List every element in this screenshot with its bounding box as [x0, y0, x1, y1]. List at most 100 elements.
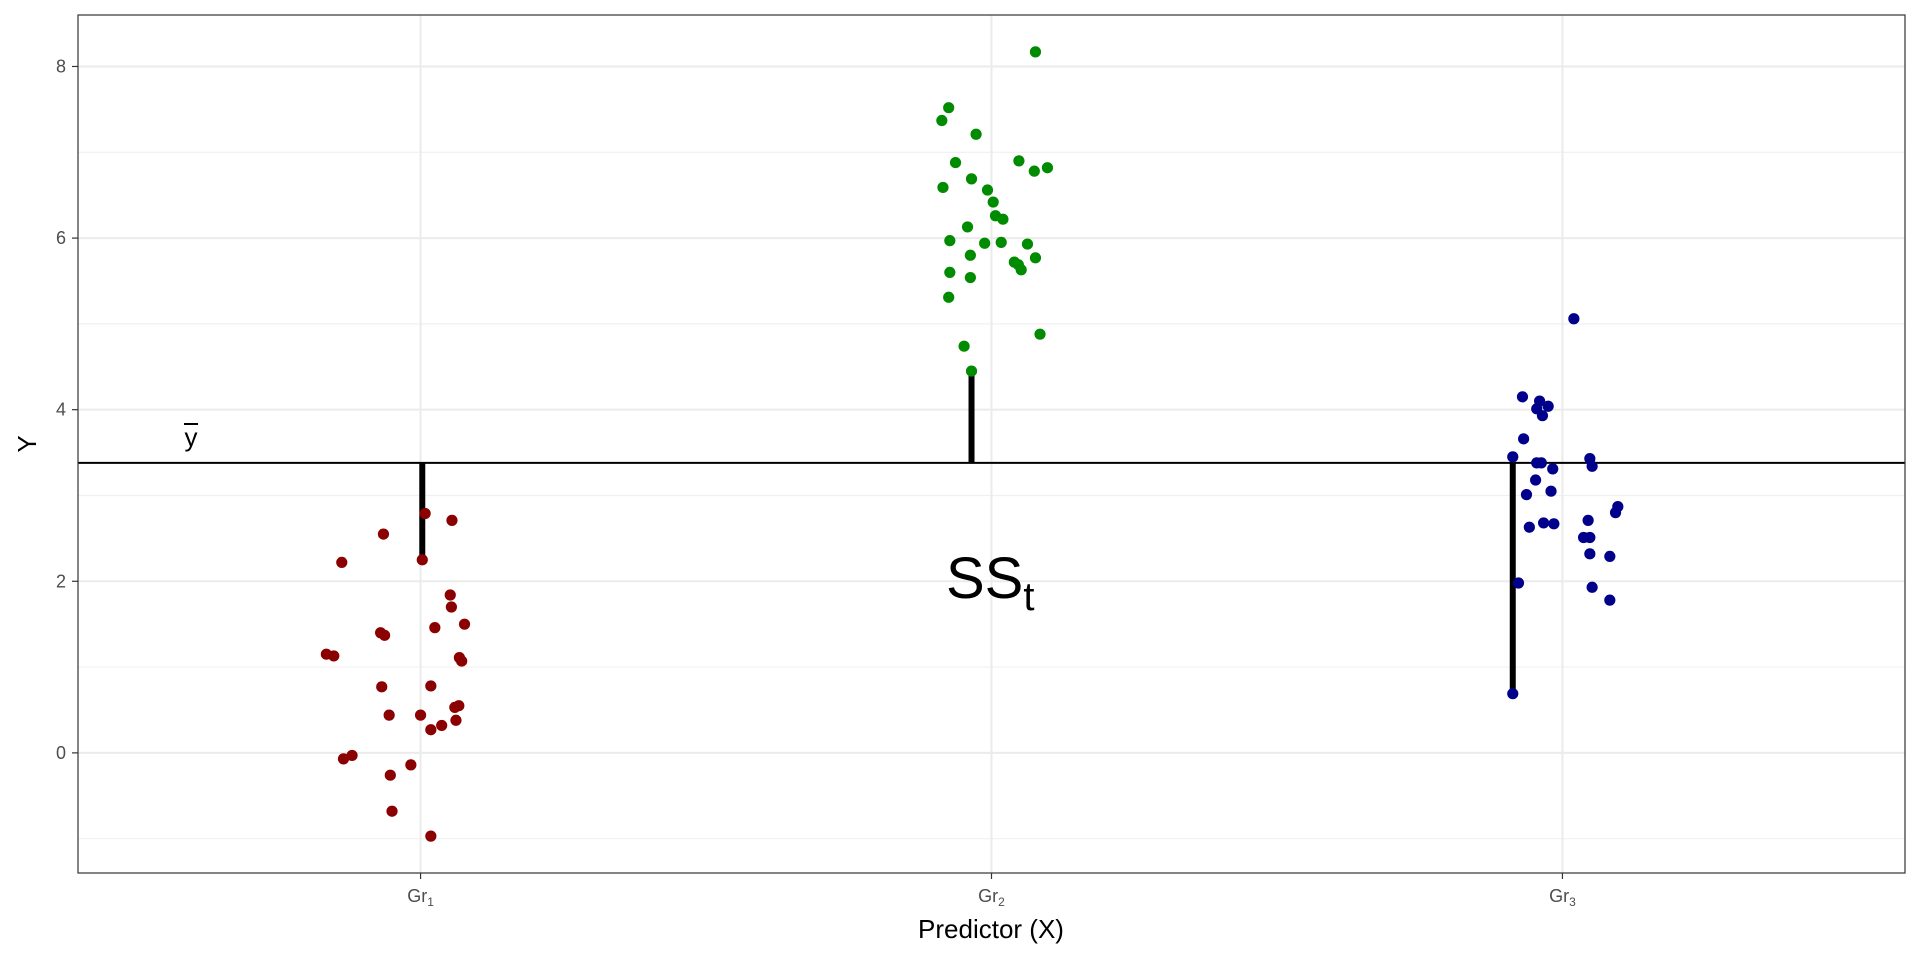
data-point	[958, 340, 970, 352]
data-point	[1034, 328, 1046, 340]
data-point	[383, 709, 395, 721]
data-point	[1516, 391, 1529, 403]
data-point	[1545, 485, 1557, 497]
data-point	[1582, 514, 1594, 526]
data-point	[449, 701, 461, 714]
data-point	[1536, 410, 1549, 422]
data-point	[419, 507, 431, 520]
data-point	[937, 181, 949, 194]
x-tick-label: Gr3	[1549, 886, 1576, 909]
data-point	[1604, 594, 1616, 606]
data-point	[336, 556, 348, 569]
y-tick-label: 8	[56, 56, 66, 76]
x-tick-label-sub: 2	[998, 895, 1005, 909]
data-point	[1586, 581, 1598, 593]
data-point	[949, 156, 962, 169]
data-point	[936, 114, 948, 127]
sst-annotation-sub: t	[1023, 575, 1034, 619]
data-point	[1507, 451, 1519, 463]
data-point	[1568, 313, 1580, 325]
data-point	[328, 650, 340, 662]
data-point	[425, 830, 437, 842]
data-point	[458, 618, 471, 630]
data-point	[384, 769, 396, 781]
data-point	[1604, 550, 1616, 562]
x-axis-title: Predictor (X)	[918, 914, 1064, 944]
data-point	[1028, 165, 1040, 177]
data-point	[446, 514, 458, 526]
series-group-3	[1507, 313, 1624, 700]
data-point	[425, 724, 437, 736]
data-point	[970, 128, 982, 140]
data-point	[405, 759, 417, 771]
data-point	[1015, 264, 1027, 276]
y-tick-label: 0	[56, 743, 66, 763]
data-point	[964, 271, 976, 284]
series-group-2	[936, 46, 1054, 377]
x-tick-label-main: Gr	[407, 886, 427, 906]
data-point	[1548, 518, 1560, 530]
data-point	[1537, 517, 1550, 529]
data-point	[429, 622, 441, 634]
x-tick-label-sub: 1	[427, 895, 434, 909]
data-point	[1013, 155, 1025, 167]
grid-major	[78, 15, 1905, 873]
data-point	[1584, 531, 1596, 544]
data-point	[965, 365, 978, 377]
data-points	[320, 46, 1624, 842]
data-point	[1021, 238, 1034, 250]
data-point	[1586, 460, 1598, 472]
data-point	[1520, 489, 1533, 501]
x-tick-label-main: Gr	[978, 886, 998, 906]
data-point	[964, 249, 976, 261]
mean-label: y	[185, 422, 198, 452]
x-tick-label: Gr1	[407, 886, 434, 909]
data-point	[425, 680, 437, 692]
data-point	[944, 235, 956, 247]
data-point	[1518, 433, 1530, 445]
data-point	[376, 681, 388, 693]
data-point	[386, 805, 398, 817]
data-point	[1535, 457, 1547, 469]
y-axis: 0 2 4 6 8	[56, 56, 78, 763]
data-point	[445, 601, 457, 613]
data-point	[961, 221, 974, 233]
data-point	[943, 291, 955, 303]
data-point	[346, 749, 358, 762]
data-point	[981, 184, 994, 196]
sst-annotation: SSt	[946, 546, 1035, 619]
data-point	[444, 589, 456, 601]
y-axis-title: Y	[12, 435, 42, 452]
x-tick-label: Gr2	[978, 886, 1005, 909]
sst-annotation-main: SS	[946, 546, 1023, 611]
x-axis: Gr1 Gr2 Gr3	[407, 873, 1576, 909]
x-tick-label-sub: 3	[1569, 895, 1576, 909]
data-point	[1029, 252, 1042, 264]
data-point	[1609, 507, 1622, 519]
data-point	[979, 237, 991, 249]
data-point	[944, 266, 956, 278]
data-point	[1041, 162, 1054, 174]
data-point	[965, 173, 978, 185]
data-point	[1523, 521, 1535, 533]
data-point	[1530, 474, 1542, 486]
y-tick-label: 4	[56, 400, 66, 420]
y-tick-label: 2	[56, 571, 66, 591]
data-point	[943, 102, 955, 114]
data-point	[997, 213, 1009, 225]
x-tick-label-main: Gr	[1549, 886, 1569, 906]
data-point	[1547, 463, 1559, 475]
data-point	[456, 655, 468, 667]
data-point	[1512, 577, 1525, 589]
data-point	[1507, 688, 1519, 700]
y-tick-label: 6	[56, 228, 66, 248]
data-point	[436, 719, 448, 732]
data-point	[1584, 548, 1596, 560]
data-point	[416, 554, 428, 566]
data-point	[337, 753, 350, 765]
data-point	[450, 714, 462, 726]
data-point	[414, 709, 427, 721]
data-point	[1029, 46, 1042, 58]
data-point	[377, 528, 390, 540]
